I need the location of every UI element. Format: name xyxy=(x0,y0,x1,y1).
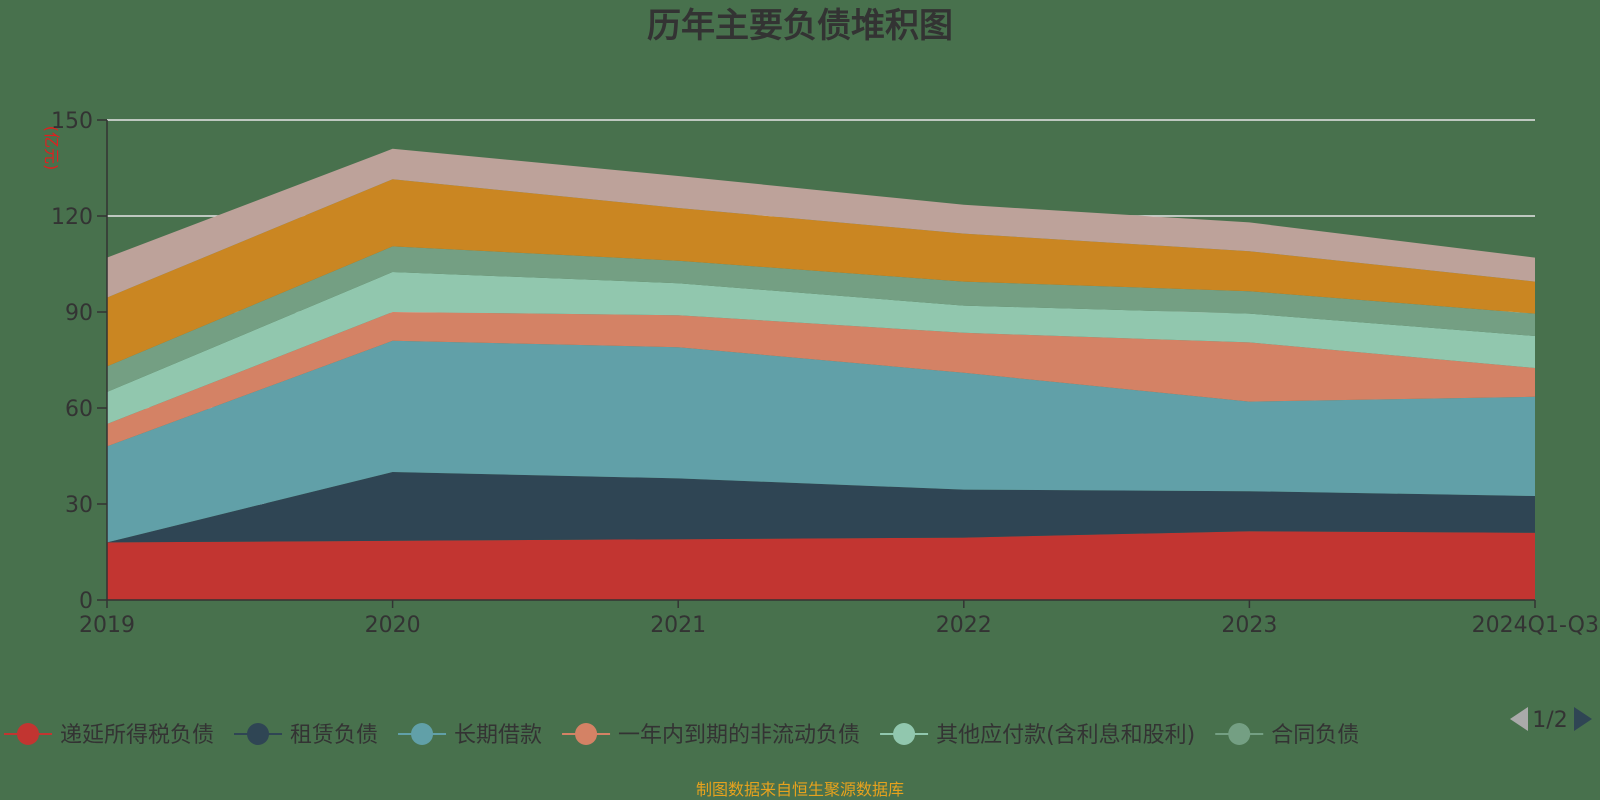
y-tick-label: 60 xyxy=(65,397,93,422)
x-tick-label: 2023 xyxy=(1221,613,1277,638)
legend-marker-icon xyxy=(893,723,916,745)
stacked-areas xyxy=(107,148,1535,600)
area-series-8[interactable] xyxy=(107,148,1535,298)
area-series-6[interactable] xyxy=(107,246,1535,392)
y-axis-unit-text: 亿元 xyxy=(42,132,61,164)
legend-item-1[interactable]: 递延所得税负债 xyxy=(4,723,214,748)
legend-label: 递延所得税负债 xyxy=(60,723,214,748)
axes: 0 30 60 90 120 150 2019 2020 2021 2022 2023 2024Q1-… xyxy=(51,109,1599,638)
legend-prev-page-icon[interactable] xyxy=(1510,707,1528,731)
legend-next-page-icon[interactable] xyxy=(1574,707,1592,731)
legend-item-5[interactable]: 其他应付款(含利息和股利) xyxy=(880,723,1195,748)
area-series-2[interactable] xyxy=(107,472,1535,543)
legend-pager: 1/2 xyxy=(1510,707,1592,733)
y-tick-label: 150 xyxy=(51,109,93,134)
legend-label: 合同负债 xyxy=(1271,723,1359,748)
y-tick-label: 30 xyxy=(65,493,93,518)
x-tick-label: 2020 xyxy=(365,613,421,638)
area-series-1[interactable] xyxy=(107,531,1535,600)
area-series-4[interactable] xyxy=(107,312,1535,447)
x-tick-label: 2022 xyxy=(936,613,992,638)
legend-item-2[interactable]: 租赁负债 xyxy=(234,723,378,748)
legend-marker-icon xyxy=(1228,723,1251,745)
y-axis-unit: (亿元) xyxy=(42,126,61,171)
chart-title: 历年主要负债堆积图 xyxy=(647,6,953,46)
legend-label: 一年内到期的非流动负债 xyxy=(618,723,860,748)
legend-marker-icon xyxy=(575,723,598,745)
legend-item-3[interactable]: 长期借款 xyxy=(398,723,542,748)
legend-label: 租赁负债 xyxy=(290,723,378,748)
legend: 递延所得税负债 租赁负债 长期借款 一年内到期的非流动负债 其他应付款(含利息和股利) 合… xyxy=(4,723,1359,748)
area-series-5[interactable] xyxy=(107,272,1535,424)
legend-label: 其他应付款(含利息和股利) xyxy=(936,723,1195,748)
legend-label: 长期借款 xyxy=(454,723,542,748)
y-tick-label: 0 xyxy=(79,589,93,614)
area-series-7[interactable] xyxy=(107,179,1535,367)
y-tick-label: 120 xyxy=(51,205,93,230)
data-source-note: 制图数据来自恒生聚源数据库 xyxy=(696,780,904,799)
legend-marker-icon xyxy=(17,723,39,745)
y-tick-label: 90 xyxy=(65,301,93,326)
legend-page-indicator: 1/2 xyxy=(1532,708,1567,733)
legend-item-6[interactable]: 合同负债 xyxy=(1215,723,1359,748)
area-series-3[interactable] xyxy=(107,340,1535,543)
x-tick-label: 2024Q1-Q3 xyxy=(1472,613,1599,638)
x-tick-label: 2021 xyxy=(650,613,706,638)
legend-marker-icon xyxy=(247,723,270,745)
legend-item-4[interactable]: 一年内到期的非流动负债 xyxy=(562,723,860,748)
legend-marker-icon xyxy=(411,723,434,745)
x-tick-label: 2019 xyxy=(79,613,135,638)
